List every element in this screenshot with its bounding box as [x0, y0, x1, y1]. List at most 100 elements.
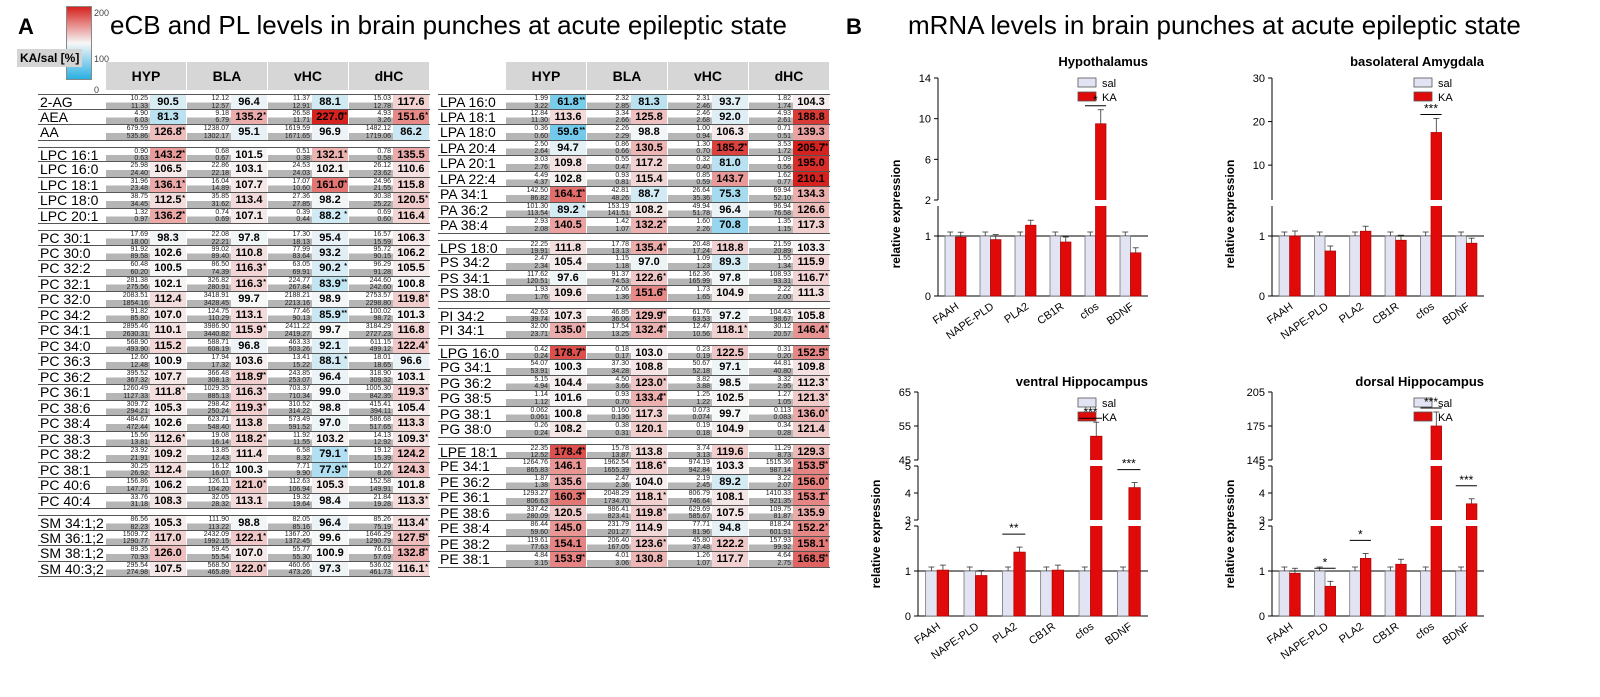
- value-cell-bla: 19.08 16.14 118.2 *: [187, 431, 268, 446]
- sal-value: 0.061: [530, 414, 548, 421]
- value-cell-hyp: 2.47 2.34 105.4: [506, 255, 587, 270]
- sal-value: 2.76: [534, 163, 548, 171]
- significance-mark: *: [263, 532, 266, 540]
- legend-swatch-ka: [1413, 91, 1433, 102]
- significance-mark: **: [579, 446, 585, 454]
- sal-value: 2213.16: [284, 299, 310, 307]
- axis-break: [1089, 520, 1103, 526]
- ka-value: 703.37: [288, 385, 310, 392]
- ka-value: 50.67: [692, 360, 710, 367]
- ka-value: 9.18: [215, 109, 229, 117]
- sal-value: 0.074: [692, 414, 710, 421]
- bar-ka: [1289, 572, 1301, 617]
- ratio-value: 89.3: [712, 255, 748, 270]
- ka-value: 0.19: [696, 422, 710, 429]
- ka-value: 24.96: [373, 177, 391, 185]
- ratio-value: 113.1: [231, 307, 267, 322]
- significance-mark: **: [822, 461, 828, 468]
- sal-value: 15.39: [373, 454, 391, 462]
- ka-value: 156.86: [126, 478, 148, 485]
- ratio-value: 99.6: [312, 530, 348, 545]
- ratio-value: 85.9 **: [312, 307, 348, 322]
- value-cell-vhc: 0.32 0.40 81.0: [668, 156, 749, 171]
- ka-value: 2.22: [777, 286, 791, 293]
- category-label: cfos: [1078, 300, 1102, 322]
- ratio-value: 108.2: [550, 422, 586, 437]
- ka-value: 117.62: [527, 270, 548, 278]
- raw-values: 126.11 104.20: [187, 478, 231, 493]
- value-cell-bla: 0.18 0.17 103.0: [587, 345, 668, 360]
- ratio-value: 98.9: [312, 292, 348, 307]
- sal-value: 31.62: [211, 200, 229, 208]
- ka-value: 23.92: [130, 447, 148, 454]
- bar-ka: [990, 239, 1002, 297]
- raw-values: 17.69 18.00: [106, 231, 150, 245]
- ratio-value: 109.8: [793, 360, 829, 375]
- ratio-value: 100.3: [550, 360, 586, 375]
- sal-value: 149.91: [369, 485, 391, 493]
- sal-value: 20.89: [773, 248, 791, 255]
- value-cell-vhc: 2.31 2.46 93.7: [668, 95, 749, 109]
- value-cell-bla: 2.32 2.85 81.3: [587, 95, 668, 109]
- sal-value: 13.87: [611, 452, 629, 459]
- raw-values: 1.42 1.07: [587, 218, 631, 233]
- ka-value: 55.77: [292, 546, 310, 553]
- ka-value: 6.58: [296, 447, 310, 454]
- sal-value: 274.98: [126, 569, 148, 576]
- ka-value: 0.34: [777, 422, 791, 429]
- ratio-value: 103.0: [631, 345, 667, 359]
- table-row: PE 34:1 1264.76 865.83 146.1 1962.54 1655.39 1…: [438, 459, 830, 475]
- lipid-label: LPA 18:0: [440, 125, 496, 140]
- sal-value: 253.07: [288, 377, 310, 384]
- ratio-value: 88.2 *: [312, 208, 348, 223]
- sal-value: 309.32: [369, 377, 391, 384]
- raw-values: 1.82 1.74: [749, 95, 793, 109]
- raw-values: 703.37 710.34: [268, 385, 312, 400]
- raw-values: 0.42 0.24: [506, 345, 550, 360]
- table-row: PG 34:1 54.07 53.91 100.3 37.30 34.28 108.8 50.…: [438, 360, 830, 376]
- value-cell-vhc: 573.49 591.52 97.0: [268, 416, 349, 431]
- significance-mark: *: [425, 111, 428, 119]
- raw-values: 0.062 0.061: [506, 406, 550, 421]
- lipid-label: PC 38:1: [40, 462, 91, 477]
- y-tick-label: 3: [905, 515, 911, 527]
- raw-values: 76.61 57.69: [349, 546, 393, 561]
- legend-label-ka: KA: [1102, 412, 1117, 424]
- raw-values: 96.29 91.28: [349, 261, 393, 276]
- sal-value: 314.22: [288, 408, 310, 415]
- sal-value: 63.53: [692, 316, 710, 323]
- lipid-label: SM 38:1;2: [40, 546, 104, 561]
- sal-value: 12.57: [211, 102, 229, 110]
- ka-value: 104.43: [769, 308, 791, 316]
- ratio-value: 97.3: [312, 561, 348, 576]
- sal-value: 22.21: [211, 238, 229, 246]
- ka-value: 1962.54: [603, 459, 629, 466]
- y-axis-label: relative expression: [1223, 480, 1237, 589]
- value-cell-hyp: 22.25 19.91 111.8: [506, 240, 587, 255]
- sal-value: 57.69: [373, 553, 391, 561]
- ratio-value: 134.3: [793, 187, 829, 202]
- sal-value: 1.12: [534, 398, 548, 406]
- bar-sal: [1384, 235, 1397, 297]
- value-cell-bla: 1238.07 1302.17 95.1: [187, 125, 268, 140]
- colorscale-mid: 100: [94, 54, 110, 64]
- table-row: PC 32:0 2083.51 1854.16 112.4 3418.91 3428.45…: [38, 292, 430, 308]
- value-cell-vhc: 77.99 83.64 93.2: [268, 245, 349, 260]
- table-row: SM 36:1;2 1509.72 1290.77 117.0 2432.09 1992.…: [38, 530, 430, 546]
- axis-break: [1127, 520, 1142, 526]
- raw-values: 0.073 0.074: [668, 406, 712, 421]
- table-row: LPA 16:0 1.99 3.22 61.8 ** 2.32 2.85 81.3 2.31 2.…: [438, 94, 830, 110]
- table-row: LPC 18:1 31.96 23.48 136.1 * 16.04 14.89 107.7 1…: [38, 177, 430, 193]
- ka-value: 32.00: [530, 323, 548, 330]
- ka-value: 20.48: [692, 240, 710, 248]
- ratio-value: 102.1: [150, 276, 186, 291]
- y-axis-label: relative expression: [1223, 160, 1237, 269]
- ratio-value: 158.1 *: [793, 536, 829, 551]
- value-cell-bla: 99.02 89.40 110.8: [187, 245, 268, 260]
- y-tick-label: 10: [1253, 160, 1265, 172]
- sal-value: 535.86: [126, 132, 148, 140]
- table-row: AEA 4.90 6.03 81.3 9.18 6.79 135.2 * 26.58 11.71 2…: [38, 109, 430, 125]
- ka-value: 1.27: [777, 391, 791, 398]
- raw-values: 1.93 1.76: [506, 286, 550, 301]
- ratio-value: 125.8: [631, 109, 667, 124]
